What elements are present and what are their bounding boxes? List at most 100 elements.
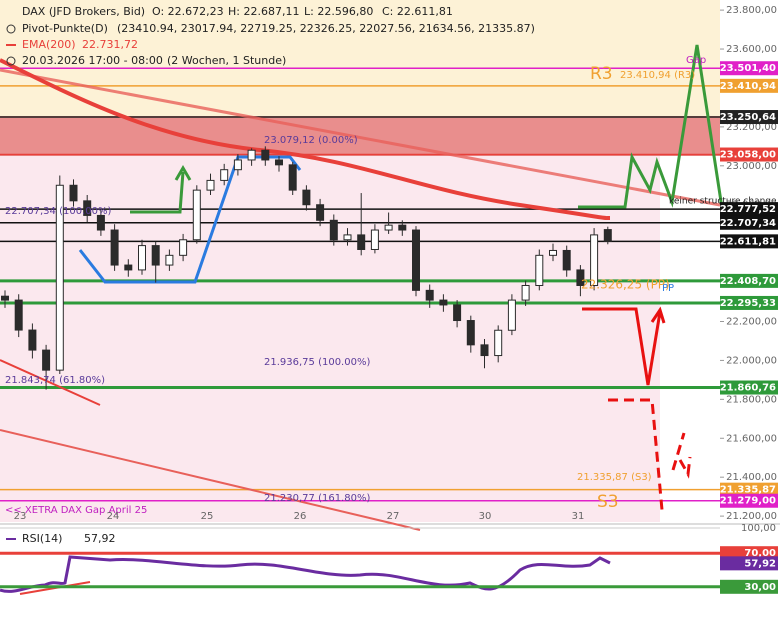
channel-line [78, 155, 302, 284]
price-tag [720, 61, 778, 76]
candle-body [206, 179, 215, 191]
candle-body [480, 344, 489, 357]
candle-body [275, 159, 283, 166]
price-tag [720, 273, 778, 288]
candle-body [288, 164, 297, 191]
ohlc-label: H: 22.687,11 [228, 5, 299, 18]
price-tag [720, 380, 778, 395]
candle-body [261, 149, 270, 161]
candle-body [316, 204, 325, 221]
candle-body [192, 189, 201, 241]
candle-body [165, 254, 174, 266]
candle-body [357, 234, 366, 250]
candle-body [138, 245, 146, 271]
price-tag-label: 23.410,94 [720, 81, 776, 92]
rsi-value-tag [720, 556, 778, 571]
y-tick-label: 23.800,00 [726, 5, 777, 16]
zone-pink [0, 116, 660, 522]
rsi-tick-label: 30,00 [744, 582, 776, 593]
candle-body [14, 299, 23, 331]
zone-yellow [0, 0, 720, 116]
candle-body [96, 214, 105, 231]
rsi-name: RSI(14) [22, 532, 62, 545]
candle-body [590, 234, 599, 286]
rsi-value-tag-label: 57,92 [744, 558, 776, 569]
legend-text: 22.731,72 [82, 38, 138, 51]
y-tick-label: 22.000,00 [726, 355, 777, 366]
x-tick-label: 25 [201, 511, 214, 522]
legend-icon [6, 56, 16, 66]
candle-body [179, 239, 188, 256]
candle-body [521, 284, 530, 301]
y-tick-label: 23.200,00 [726, 122, 777, 133]
candle-body [494, 329, 503, 357]
red-dashed-arrow [608, 398, 692, 511]
candle-body [42, 349, 51, 371]
title: DAX (JFD Brokers, Bid) [22, 5, 145, 18]
rsi-line [0, 555, 611, 593]
price-tag-label: 22.777,52 [720, 204, 776, 215]
candle-body [1, 295, 9, 301]
price-tag [720, 295, 778, 310]
y-tick-label: 21.200,00 [726, 511, 777, 522]
candle-body [549, 249, 557, 256]
candle-body [247, 149, 256, 161]
candle-body [453, 304, 462, 322]
candle-body [535, 254, 544, 286]
legend-text: (2 Wochen, 1 Stunde) [167, 54, 286, 67]
candle-body [398, 224, 407, 231]
candle-body [220, 169, 229, 181]
price-tag-label: 22.295,33 [720, 298, 776, 309]
candle-body [603, 229, 612, 242]
candle-body [466, 320, 475, 346]
rsi-tick-label: 100,00 [741, 523, 776, 534]
x-tick-label: 26 [294, 511, 307, 522]
candle-body [69, 184, 78, 202]
ema-line [0, 58, 611, 221]
axis-bg [720, 0, 780, 625]
candle-body [83, 200, 92, 216]
candle-body [55, 184, 64, 371]
trend-line [0, 359, 101, 406]
price-tag-label: 23.501,40 [720, 63, 776, 74]
x-tick-label: 30 [479, 511, 492, 522]
price-tag [720, 493, 778, 508]
price-tag [720, 78, 778, 93]
rsi-value: 57,92 [84, 532, 116, 545]
annotation: 23.410,94 (R3) [620, 70, 695, 81]
legend-name: 20.03.2026 17:00 - 08:00 [22, 54, 163, 67]
price-tag-label: 22.707,34 [720, 218, 776, 229]
candle-body [507, 299, 516, 331]
annotation: 23.079,12 (0.00%) [264, 135, 358, 146]
ohlc-label: O: 22.672,23 [152, 5, 224, 18]
x-tick-label: 31 [572, 511, 585, 522]
legend-text: (23410.94, 23017.94, 22719.25, 22326.25,… [117, 22, 535, 35]
price-tag-label: 23.058,00 [720, 150, 776, 161]
annotation: 21.230,77 (161.80%) [264, 493, 370, 504]
price-tag [720, 215, 778, 230]
candle-body [28, 329, 37, 351]
trend-line [0, 429, 421, 531]
price-tag-label: 21.279,00 [720, 496, 776, 507]
candle-body [384, 224, 393, 231]
y-tick-label: 23.000,00 [726, 161, 777, 172]
candle-body [370, 229, 379, 250]
price-tag-label: 21.860,76 [720, 383, 776, 394]
price-tag [720, 234, 778, 249]
price-tag-label: 23.250,64 [720, 112, 776, 123]
candle-body [302, 189, 311, 206]
price-tag [720, 110, 778, 125]
ohlc-label: C: 22.611,81 [382, 5, 453, 18]
rsi-tick-label: 70,00 [744, 548, 776, 559]
annotation: Gap [686, 55, 706, 66]
annotation: 22.707,34 (100.00%) [5, 206, 111, 217]
candle-body [110, 229, 119, 266]
annotation: S3 [597, 492, 619, 512]
candle-body [412, 229, 420, 291]
candle-body [425, 289, 434, 301]
green-arrow [130, 165, 192, 214]
legend-name: Pivot-Punkte(D) [22, 22, 108, 35]
price-tag-label: 22.611,81 [720, 236, 776, 247]
annotation: << XETRA DAX Gap April 25 [5, 505, 147, 516]
candle-body [562, 249, 571, 271]
